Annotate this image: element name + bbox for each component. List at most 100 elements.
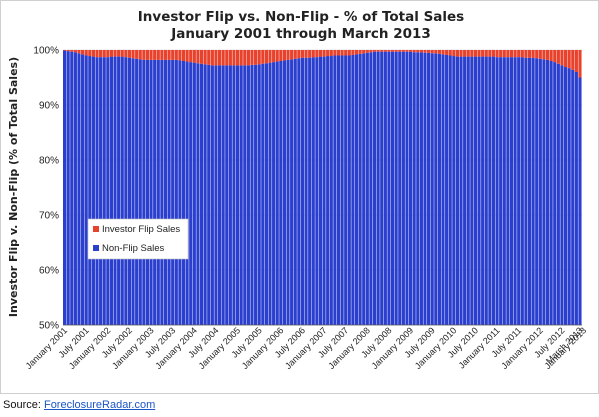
bar-investor-flip [221,50,225,66]
bar-investor-flip [326,50,330,57]
bar-non-flip [261,63,265,325]
bar-non-flip [203,64,207,326]
bar-non-flip [81,54,85,326]
bar-non-flip [214,65,218,326]
bar-non-flip [192,62,196,326]
bar-non-flip [499,57,503,326]
bar-investor-flip [138,50,142,60]
bar-non-flip [250,64,254,325]
bar-investor-flip [394,50,398,52]
bar-investor-flip [243,50,247,66]
bar-non-flip [99,57,103,326]
bar-non-flip [563,67,568,326]
bar-investor-flip [264,50,268,64]
bar-non-flip [372,51,377,326]
bar-non-flip [225,65,229,326]
bar-investor-flip [509,50,514,58]
bar-non-flip [390,51,395,326]
bar-non-flip [405,51,409,326]
bar-non-flip [239,65,243,326]
bar-investor-flip [542,50,546,60]
bar-non-flip [387,51,391,326]
bar-non-flip [149,59,153,326]
bar-investor-flip [571,50,575,70]
bar-investor-flip [102,50,106,58]
bar-non-flip [517,57,521,326]
bar-investor-flip [304,50,308,58]
bar-non-flip [455,56,460,325]
bar-investor-flip [531,50,535,58]
bar-non-flip [300,57,305,325]
bar-investor-flip [416,50,420,53]
bar-investor-flip [491,50,496,57]
bar-non-flip [351,54,355,325]
bar-investor-flip [88,50,92,57]
bar-investor-flip [322,50,326,57]
bar-investor-flip [70,50,74,52]
bar-non-flip [178,60,182,325]
bar-non-flip [531,57,535,325]
bar-non-flip [290,59,294,325]
y-tick-label: 80% [39,156,59,167]
bar-non-flip [538,58,542,326]
bar-non-flip [138,59,142,325]
bar-investor-flip [437,50,441,54]
bar-investor-flip [95,50,99,58]
bar-non-flip [246,65,250,326]
bar-investor-flip [365,50,369,53]
bar-non-flip [84,55,88,325]
bar-non-flip [527,57,532,325]
bar-investor-flip [228,50,232,66]
bar-investor-flip [106,50,110,58]
bar-investor-flip [520,50,524,58]
bar-investor-flip [473,50,478,57]
bar-investor-flip [567,50,571,69]
source-link[interactable]: ForeclosureRadar.com [43,399,156,411]
bar-investor-flip [81,50,85,55]
bar-investor-flip [308,50,312,58]
bar-non-flip [488,56,492,325]
bar-non-flip [286,59,290,326]
bar-non-flip [254,64,258,325]
bar-investor-flip [560,50,564,66]
bar-investor-flip [257,50,261,65]
bar-investor-flip [401,50,405,52]
bar-investor-flip [174,50,178,60]
bar-investor-flip [351,50,355,55]
bar-non-flip [578,77,582,325]
bar-non-flip [315,57,319,326]
bar-non-flip [167,59,171,326]
bar-investor-flip [196,50,200,64]
bar-investor-flip [333,50,337,56]
bar-investor-flip [372,50,377,52]
bar-investor-flip [127,50,132,58]
bar-non-flip [185,61,189,326]
bar-investor-flip [178,50,182,61]
bar-non-flip [145,59,150,326]
bar-investor-flip [419,50,423,53]
bar-investor-flip [99,50,103,58]
bar-non-flip [477,56,481,325]
bar-investor-flip [239,50,243,66]
bar-non-flip [333,55,337,325]
bar-non-flip [113,56,117,325]
bar-non-flip [189,62,193,325]
legend-swatch-nonflip [93,245,99,251]
bar-non-flip [466,56,470,325]
bar-investor-flip [484,50,488,57]
bar-investor-flip [354,50,359,55]
bar-non-flip [535,58,539,325]
bar-non-flip [264,63,268,325]
bar-non-flip [394,51,398,326]
bar-investor-flip [311,50,315,58]
bar-investor-flip [423,50,427,53]
bar-investor-flip [286,50,290,60]
legend: Investor Flip Sales Non-Flip Sales [87,218,189,260]
bar-non-flip [163,59,168,326]
bar-investor-flip [293,50,297,59]
bar-investor-flip [502,50,506,58]
bar-investor-flip [318,50,323,57]
bar-investor-flip [387,50,391,52]
bar-investor-flip [113,50,117,57]
